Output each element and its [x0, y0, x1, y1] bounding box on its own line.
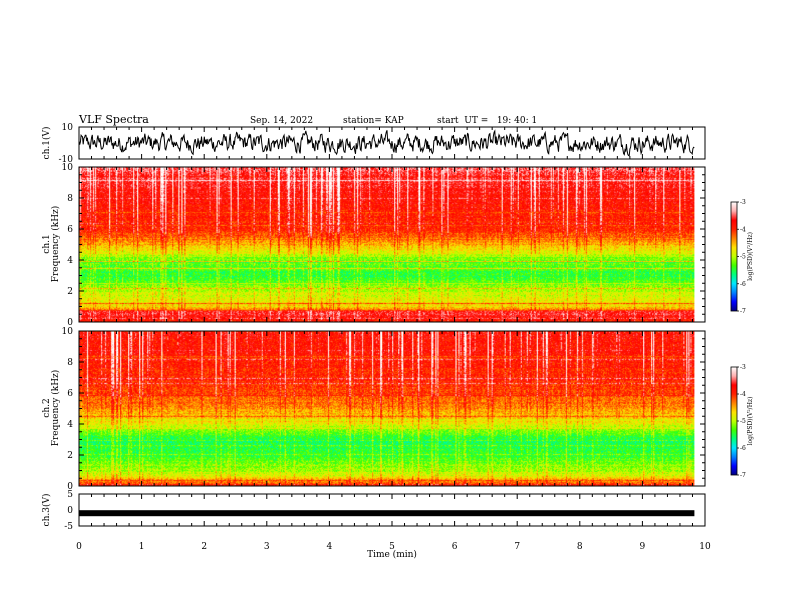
- ch2-time-ticks: [78, 331, 706, 486]
- time-tick-label: 6: [452, 542, 458, 552]
- ch1-ytick-top: 10: [62, 123, 74, 133]
- ch3-trace-line: [79, 510, 695, 517]
- frequency-tick-label: 10: [62, 163, 74, 173]
- ch2-spectrogram-ylabel-line1: ch.2: [42, 398, 52, 417]
- colorbar-label: log(PSD)(V²/Hz): [747, 397, 754, 446]
- figure-title: VLF Spectra: [78, 113, 149, 126]
- time-tick-label: 10: [699, 542, 711, 552]
- time-tick-label: 5: [389, 542, 395, 552]
- colorbar-tick-label: -4: [740, 226, 746, 233]
- ch1-waveform-ticks: [78, 127, 706, 159]
- colorbar-tick-label: -4: [740, 391, 746, 398]
- frequency-tick-label: 8: [67, 358, 73, 368]
- ch1-time-ticks: [78, 167, 706, 322]
- ch2-frequency-ticks: 0 2 4 6 8 10: [62, 327, 705, 492]
- colorbar-tick-label: -5: [740, 254, 746, 261]
- ch3-waveform-ticks: [78, 494, 706, 526]
- ch1-trace-line: [78, 129, 695, 157]
- time-tick-label: 9: [640, 542, 646, 552]
- colorbar-tick-label: -3: [740, 199, 746, 206]
- time-tick-label: 7: [514, 542, 520, 552]
- ch1-colorbar: -3 -4 -5 -6 -7 log(PSD)(V²/Hz): [730, 199, 754, 315]
- time-tick-label: 0: [76, 542, 82, 552]
- ch3-ytick-mid: 0: [67, 506, 73, 516]
- ch1-spectrogram-image: [79, 167, 695, 322]
- date-label: Sep. 14, 2022: [250, 116, 313, 126]
- time-axis-label: Time (min): [367, 549, 417, 560]
- station-label: station= KAP: [343, 116, 404, 126]
- time-tick-label: 2: [201, 542, 207, 552]
- start-time-label: start UT = 19: 40: 1: [437, 116, 537, 126]
- ch2-spectrogram-image: [79, 331, 695, 486]
- ch2-colorbar: -3 -4 -5 -6 -7 log(PSD)(V²/Hz): [730, 364, 754, 479]
- ch2-spectrogram-ylabel-line2: Frequency (kHz): [50, 370, 61, 447]
- colorbar-scale: [730, 366, 738, 476]
- frequency-tick-label: 0: [67, 482, 73, 492]
- frequency-tick-label: 6: [67, 225, 73, 235]
- frequency-tick-label: 4: [67, 256, 73, 266]
- colorbar-tick-label: -6: [740, 445, 746, 452]
- frequency-tick-label: 4: [67, 420, 73, 430]
- ch3-waveform-ylabel: ch.3(V): [41, 494, 52, 527]
- frequency-tick-label: 8: [67, 194, 73, 204]
- frequency-tick-label: 0: [67, 318, 73, 328]
- ch1-spectrogram-panel: 0 2 4 6 8 10 ch.1 Frequency (kHz): [42, 163, 706, 328]
- ch1-waveform-panel: 10 -10 ch.1(V): [41, 123, 706, 165]
- colorbar-tick-label: -7: [740, 472, 746, 479]
- colorbar-tick-label: -5: [740, 418, 746, 425]
- frequency-tick-label: 10: [62, 327, 74, 337]
- ch1-frequency-ticks: 0 2 4 6 8 10: [62, 163, 705, 328]
- time-axis-tick-labels: 0 1 2 3 4 5 6 7 8 9 10: [76, 542, 711, 552]
- colorbar-tick-label: -3: [740, 364, 746, 371]
- frequency-tick-label: 2: [67, 451, 73, 461]
- ch1-spectrogram-ylabel-line1: ch.1: [42, 234, 52, 253]
- ch1-waveform-ylabel: ch.1(V): [41, 127, 52, 160]
- ch3-ytick-bottom: -5: [64, 522, 73, 532]
- frequency-tick-label: 2: [67, 287, 73, 297]
- time-tick-label: 3: [264, 542, 270, 552]
- time-tick-label: 8: [577, 542, 583, 552]
- ch1-ytick-bottom: -10: [59, 155, 74, 165]
- ch3-ytick-top: 5: [67, 490, 73, 500]
- ch3-waveform-panel: 5 0 -5 ch.3(V): [41, 490, 706, 532]
- time-tick-label: 1: [139, 542, 145, 552]
- frequency-tick-label: 6: [67, 389, 73, 399]
- ch2-spectrogram-panel: 0 2 4 6 8 10 ch.2 Frequency (kHz): [42, 327, 706, 492]
- colorbar-tick-label: -7: [740, 308, 746, 315]
- colorbar-scale: [730, 201, 738, 312]
- ch1-spectrogram-ylabel-line2: Frequency (kHz): [50, 206, 61, 283]
- colorbar-tick-label: -6: [740, 281, 746, 288]
- time-tick-label: 4: [327, 542, 333, 552]
- colorbar-label: log(PSD)(V²/Hz): [747, 232, 754, 281]
